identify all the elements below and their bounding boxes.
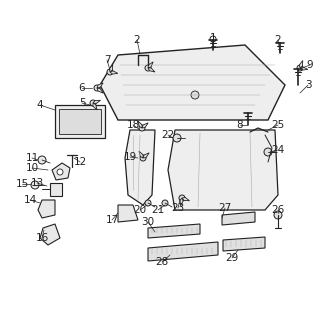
Text: 13: 13: [30, 178, 44, 188]
Polygon shape: [182, 197, 189, 201]
Circle shape: [90, 100, 96, 106]
Bar: [59, 109, 101, 134]
Polygon shape: [38, 200, 55, 218]
Text: 6: 6: [79, 83, 85, 93]
Text: 8: 8: [237, 120, 243, 130]
Circle shape: [145, 200, 151, 206]
Text: 24: 24: [271, 145, 284, 155]
Polygon shape: [93, 100, 101, 104]
Text: 3: 3: [305, 80, 311, 90]
Polygon shape: [118, 205, 138, 222]
Text: 12: 12: [73, 157, 86, 167]
Polygon shape: [168, 130, 278, 210]
Polygon shape: [148, 224, 200, 238]
Circle shape: [173, 134, 181, 142]
Bar: [55, 105, 105, 138]
Circle shape: [297, 65, 303, 71]
Text: 17: 17: [105, 215, 118, 225]
Polygon shape: [97, 88, 103, 93]
Polygon shape: [300, 67, 308, 70]
Polygon shape: [93, 103, 97, 110]
Text: 2: 2: [275, 35, 281, 45]
Circle shape: [210, 36, 216, 42]
Circle shape: [162, 200, 168, 206]
Text: 25: 25: [271, 120, 284, 130]
Text: 29: 29: [225, 253, 239, 263]
Text: 16: 16: [35, 233, 49, 243]
Text: 5: 5: [79, 98, 85, 108]
Circle shape: [264, 148, 272, 156]
Text: 26: 26: [271, 205, 284, 215]
Polygon shape: [139, 151, 143, 158]
Polygon shape: [40, 224, 60, 245]
Text: 22: 22: [161, 130, 175, 140]
Circle shape: [274, 211, 282, 219]
Circle shape: [139, 125, 145, 131]
Polygon shape: [97, 83, 103, 88]
Text: 1: 1: [210, 33, 216, 43]
Circle shape: [57, 169, 63, 175]
Polygon shape: [180, 198, 183, 206]
Polygon shape: [143, 153, 149, 158]
Polygon shape: [148, 242, 218, 261]
Circle shape: [179, 195, 185, 201]
Polygon shape: [52, 163, 70, 180]
Polygon shape: [138, 121, 142, 128]
Text: 7: 7: [104, 55, 110, 65]
Polygon shape: [110, 64, 113, 72]
Circle shape: [38, 156, 46, 164]
Polygon shape: [50, 183, 62, 196]
Circle shape: [31, 181, 39, 189]
Circle shape: [94, 85, 100, 91]
Text: 10: 10: [25, 163, 39, 173]
Polygon shape: [299, 60, 303, 68]
Text: 15: 15: [16, 179, 29, 189]
Polygon shape: [125, 130, 155, 205]
Circle shape: [107, 69, 113, 75]
Text: 18: 18: [126, 120, 140, 130]
Polygon shape: [148, 68, 155, 72]
Polygon shape: [223, 237, 265, 251]
Text: 20: 20: [133, 205, 147, 215]
Text: 21: 21: [151, 205, 165, 215]
Text: 28: 28: [155, 257, 169, 267]
Text: 2: 2: [134, 35, 140, 45]
Text: 23: 23: [171, 203, 184, 213]
Circle shape: [140, 155, 146, 161]
Polygon shape: [100, 45, 285, 120]
Circle shape: [145, 65, 151, 71]
Text: 27: 27: [218, 203, 232, 213]
Polygon shape: [148, 62, 153, 68]
Polygon shape: [110, 71, 118, 74]
Text: 30: 30: [142, 217, 154, 227]
Circle shape: [191, 91, 199, 99]
Text: 14: 14: [23, 195, 37, 205]
Text: 4: 4: [37, 100, 43, 110]
Text: 19: 19: [123, 152, 137, 162]
Polygon shape: [142, 123, 148, 128]
Text: 11: 11: [25, 153, 39, 163]
Polygon shape: [222, 212, 255, 225]
Text: 9: 9: [307, 60, 313, 70]
